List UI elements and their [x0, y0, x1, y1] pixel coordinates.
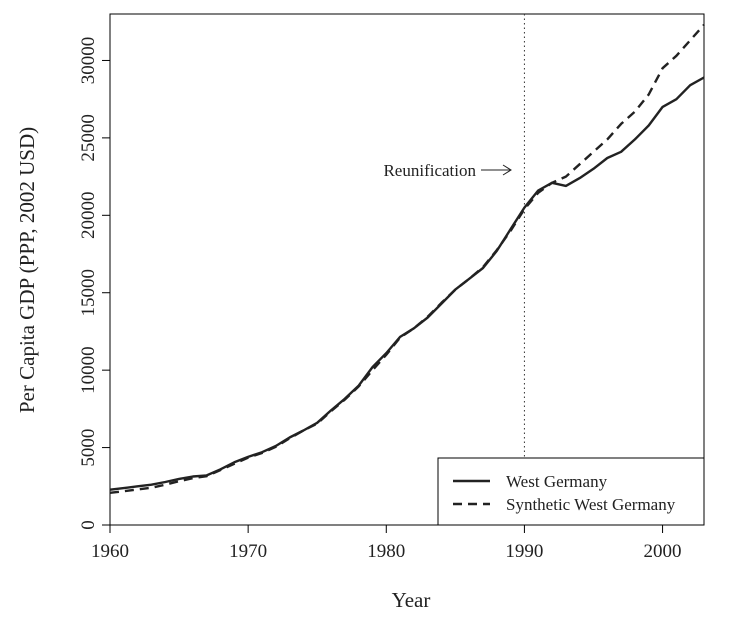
x-tick-label: 1990 [505, 541, 543, 562]
y-tick-label: 20000 [78, 192, 99, 240]
x-axis: 1960 1970 1980 1990 2000 [91, 525, 682, 562]
x-tick-label: 1970 [229, 541, 267, 562]
x-tick-label: 1980 [367, 541, 405, 562]
y-tick-label: 0 [78, 520, 99, 530]
legend-label: Synthetic West Germany [506, 495, 676, 514]
annotation-layer: Reunification [383, 14, 525, 525]
y-tick-label: 5000 [78, 429, 99, 467]
y-tick-label: 30000 [78, 37, 99, 85]
plot-border [109, 13, 705, 526]
x-axis-title: Year [392, 588, 431, 612]
y-tick-label: 25000 [78, 114, 99, 162]
series-layer [109, 24, 705, 494]
x-tick-label: 1960 [91, 541, 129, 562]
series-west-germany [109, 76, 705, 491]
plot-frame [109, 13, 705, 526]
y-axis: 0 5000 10000 15000 20000 25000 30000 [78, 37, 110, 530]
legend-label: West Germany [506, 472, 608, 491]
y-tick-label: 10000 [78, 346, 99, 394]
reunification-arrow-head [502, 164, 512, 176]
series-synthetic-west-germany [109, 24, 705, 494]
legend: West Germany Synthetic West Germany [437, 457, 705, 526]
x-tick-label: 2000 [644, 541, 682, 562]
legend-box [437, 457, 705, 526]
reunification-label: Reunification [383, 161, 476, 180]
y-axis-title: Per Capita GDP (PPP, 2002 USD) [15, 127, 39, 413]
y-tick-label: 15000 [78, 269, 99, 317]
